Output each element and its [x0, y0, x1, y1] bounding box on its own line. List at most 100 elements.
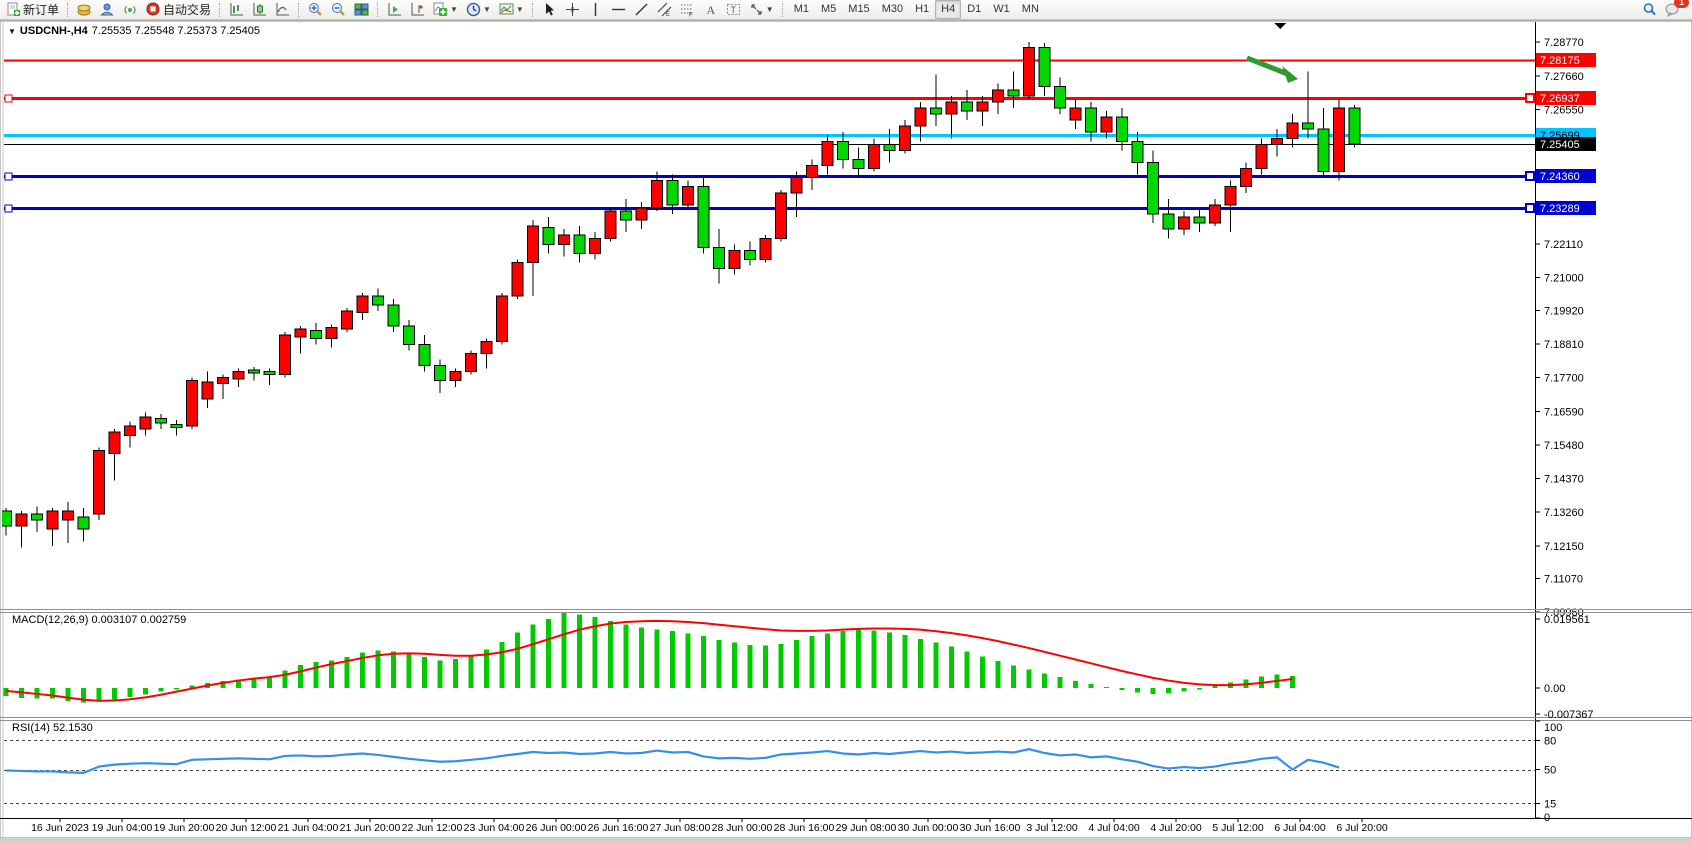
toolbar-separator [298, 2, 300, 17]
svg-text:23 Jun 04:00: 23 Jun 04:00 [464, 822, 525, 834]
vertical-line-tool-button[interactable] [584, 0, 607, 20]
timeframe-h4[interactable]: H4 [935, 0, 962, 19]
svg-text:7.11070: 7.11070 [1544, 574, 1583, 586]
svg-text:20 Jun 12:00: 20 Jun 12:00 [216, 822, 277, 834]
svg-text:7.17700: 7.17700 [1544, 373, 1584, 385]
user-icon [100, 2, 115, 17]
new-order-label: 新订单 [23, 3, 60, 17]
line-handle[interactable] [4, 172, 13, 181]
crosshair-tool-button[interactable] [561, 0, 584, 20]
toolbar: 新订单 自动交易 ▼ ▼ ▼ E F A T ▼ M1 M5 M15 M30 H1 H4 D… [0, 0, 1692, 20]
autoscroll-icon [387, 2, 402, 17]
zoom-out-button[interactable] [327, 0, 350, 20]
price-label-7.24360: 7.24360 [1525, 169, 1596, 183]
ohlc-quote-label: 7.25535 7.25548 7.25373 7.25405 [91, 25, 260, 37]
svg-text:7.27660: 7.27660 [1544, 71, 1584, 83]
new-order-button[interactable]: 新订单 [2, 0, 63, 20]
zoom-in-button[interactable] [304, 0, 327, 20]
svg-text:7.23289: 7.23289 [1540, 203, 1580, 215]
timeframe-m5[interactable]: M5 [821, 3, 837, 15]
periods-button[interactable]: ▼ [462, 0, 495, 20]
one-click-trading-toggle-icon[interactable]: ▼ [8, 26, 16, 36]
svg-text:0.00: 0.00 [1544, 683, 1565, 695]
horizontal-line-tool-button[interactable] [607, 0, 630, 20]
svg-text:7.09960: 7.09960 [1544, 607, 1584, 619]
svg-text:28 Jun 00:00: 28 Jun 00:00 [712, 822, 773, 834]
chart-shift-marker[interactable] [1274, 23, 1286, 29]
bar-chart-mode-button[interactable] [225, 0, 248, 20]
svg-text:E: E [666, 12, 670, 17]
symbol-period-label: USDCNH-,H4 [19, 25, 88, 37]
svg-text:21 Jun 20:00: 21 Jun 20:00 [340, 822, 401, 834]
signals-button[interactable] [119, 0, 142, 20]
channel-tool-button[interactable]: E [653, 0, 676, 20]
chevron-down-icon: ▼ [765, 5, 774, 14]
toolbar-separator [219, 2, 221, 17]
trendline-tool-button[interactable] [630, 0, 653, 20]
tile-windows-icon [354, 2, 369, 17]
candlestick-mode-button[interactable] [248, 0, 271, 20]
time-axis: 16 Jun 2023 19 Jun 04:00 19 Jun 20:00 20 Ju… [31, 818, 1388, 834]
timeframe-m1[interactable]: M1 [793, 3, 809, 15]
periods-clock-icon [466, 2, 481, 17]
label-tool-button[interactable]: T [722, 0, 745, 20]
bar-chart-icon [229, 2, 244, 17]
account-button[interactable] [96, 0, 119, 20]
svg-text:26 Jun 00:00: 26 Jun 00:00 [526, 822, 587, 834]
timeframe-d1[interactable]: D1 [967, 3, 982, 15]
channel-icon: E [657, 2, 672, 17]
svg-text:7.14370: 7.14370 [1544, 474, 1584, 486]
deposit-button[interactable] [73, 0, 96, 20]
svg-text:0.019561: 0.019561 [1544, 614, 1590, 626]
autotrading-icon [146, 2, 161, 17]
timeframe-m30[interactable]: M30 [881, 3, 904, 15]
zoom-out-icon [331, 2, 346, 17]
svg-text:19 Jun 04:00: 19 Jun 04:00 [92, 822, 153, 834]
price-label-7.25405: 7.25405 [1536, 137, 1596, 151]
template-button[interactable]: ▼ [495, 0, 528, 20]
line-handle[interactable] [4, 94, 13, 103]
svg-text:50: 50 [1544, 765, 1556, 777]
text-tool-button[interactable]: A [699, 0, 722, 20]
template-icon [499, 2, 514, 17]
autotrading-label: 自动交易 [163, 3, 212, 17]
cursor-tool-button[interactable] [538, 0, 561, 20]
rsi-line [5, 748, 1340, 775]
arrow-shapes-button[interactable]: ▼ [745, 0, 778, 20]
rsi-indicator-label: RSI(14) 52.1530 [12, 722, 93, 734]
svg-text:7.26550: 7.26550 [1544, 104, 1584, 116]
svg-text:15: 15 [1544, 798, 1556, 810]
svg-text:7.19920: 7.19920 [1544, 305, 1584, 317]
chevron-down-icon: ▼ [515, 5, 524, 14]
svg-text:F: F [689, 13, 693, 18]
autoscroll-button[interactable] [383, 0, 406, 20]
fibonacci-tool-button[interactable]: F [676, 0, 699, 20]
timeframe-mn[interactable]: MN [1021, 3, 1039, 15]
chart-title-bar: ▼ USDCNH-,H4 7.25535 7.25548 7.25373 7.2… [8, 25, 260, 37]
svg-text:30 Jun 16:00: 30 Jun 16:00 [960, 822, 1021, 834]
text-icon: A [703, 2, 718, 17]
line-chart-mode-button[interactable] [271, 0, 294, 20]
chart-shift-button[interactable] [406, 0, 429, 20]
timeframe-w1[interactable]: W1 [993, 3, 1010, 15]
arrow-drawing-object[interactable] [1246, 55, 1298, 83]
timeframe-m15[interactable]: M15 [848, 3, 870, 15]
search-button[interactable] [1638, 0, 1661, 20]
svg-text:T: T [730, 5, 736, 15]
tile-windows-button[interactable] [350, 0, 373, 20]
line-handle[interactable] [4, 204, 13, 213]
svg-text:21 Jun 04:00: 21 Jun 04:00 [278, 822, 339, 834]
svg-text:7.25405: 7.25405 [1540, 139, 1580, 151]
price-label-7.28175: 7.28175 [1536, 53, 1596, 67]
chevron-down-icon: ▼ [450, 5, 458, 14]
autotrading-button[interactable]: 自动交易 [142, 0, 215, 20]
svg-text:6 Jul 20:00: 6 Jul 20:00 [1336, 822, 1388, 834]
add-indicator-button[interactable]: ▼ [429, 0, 462, 20]
svg-text:6 Jul 04:00: 6 Jul 04:00 [1274, 822, 1326, 834]
chat-button[interactable]: 1 [1661, 0, 1689, 20]
timeframe-h1[interactable]: H1 [915, 3, 930, 15]
zoom-in-icon [308, 2, 323, 17]
cursor-icon [542, 2, 557, 17]
macd-indicator-label: MACD(12,26,9) 0.003107 0.002759 [12, 614, 187, 626]
